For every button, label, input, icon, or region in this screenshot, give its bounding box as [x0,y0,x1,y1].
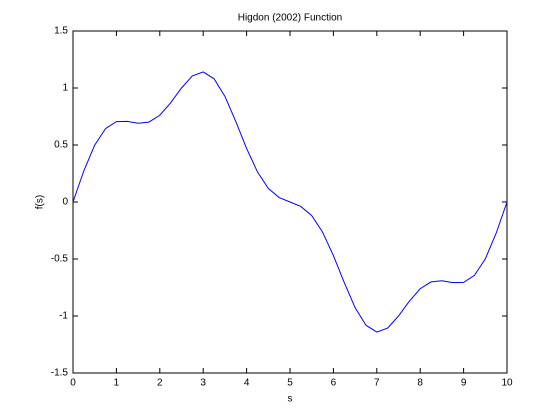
x-axis-label: s [288,394,293,405]
x-tick-label: 6 [331,378,337,389]
y-tick-label: 0.5 [54,140,68,151]
x-tick-label: 8 [417,378,423,389]
y-tick-label: 1.5 [54,26,68,37]
y-tick-label: 1 [62,83,68,94]
x-tick-label: 1 [114,378,120,389]
y-tick-label: 0 [62,197,68,208]
x-tick-label: 2 [157,378,163,389]
x-tick-label: 7 [374,378,380,389]
x-tick-label: 9 [461,378,467,389]
y-tick-label: -0.5 [51,254,69,265]
x-tick-label: 0 [70,378,76,389]
x-tick-label: 5 [287,378,293,389]
x-tick-label: 10 [501,378,513,389]
x-tick-label: 4 [244,378,250,389]
x-tick-label: 3 [200,378,206,389]
y-axis-label: f(s) [35,195,46,209]
y-tick-label: -1.5 [51,368,69,379]
y-tick-label: -1 [59,311,68,322]
chart-title: Higdon (2002) Function [238,13,343,24]
data-line [72,71,508,333]
